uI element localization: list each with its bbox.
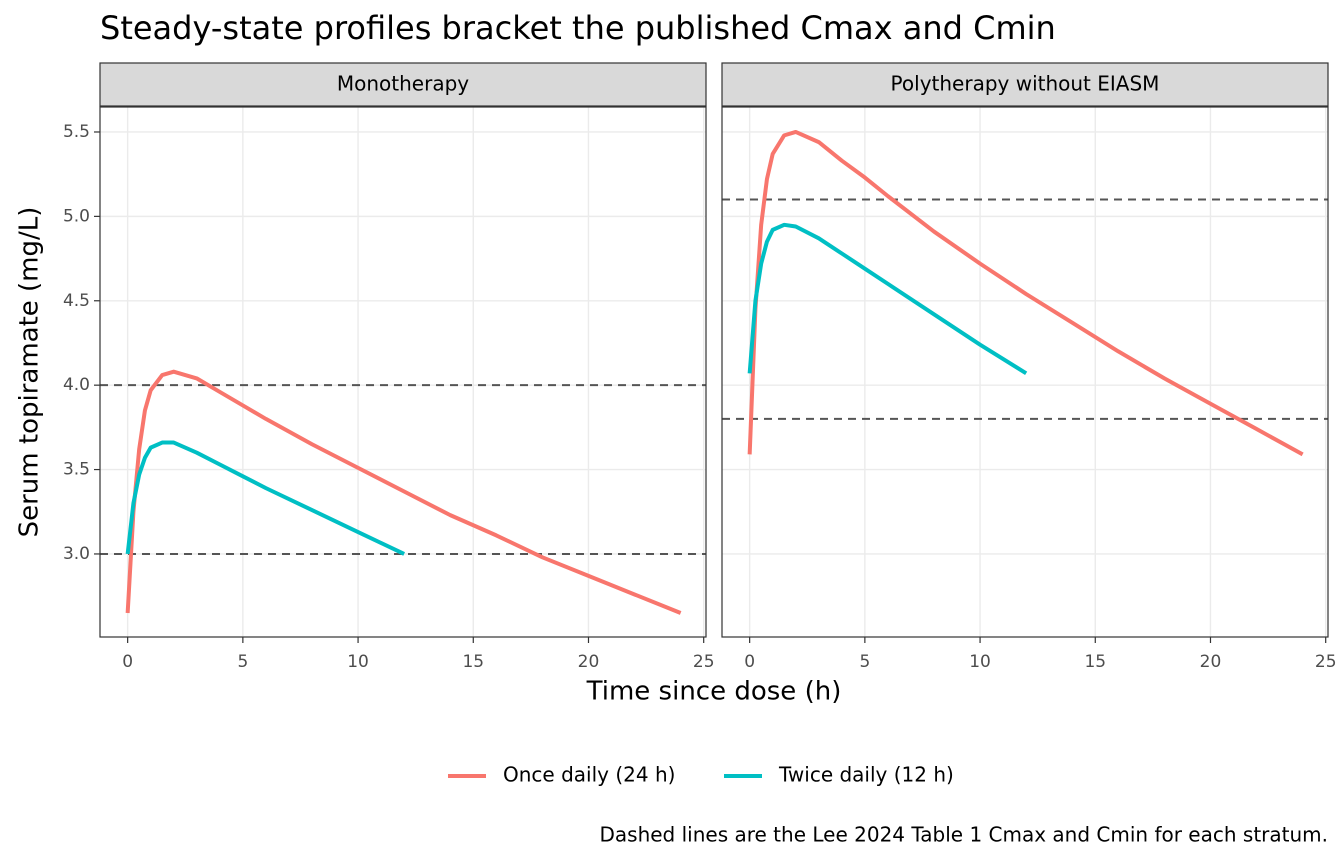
x-tick-label: 15 bbox=[1084, 652, 1106, 672]
x-tick-label: 20 bbox=[578, 652, 600, 672]
y-tick-label: 5.0 bbox=[63, 206, 90, 226]
y-tick-label: 3.0 bbox=[63, 544, 90, 564]
y-tick-label: 4.5 bbox=[63, 291, 90, 311]
x-tick-label: 25 bbox=[693, 652, 715, 672]
panel-border bbox=[99, 106, 707, 638]
series-line bbox=[125, 369, 682, 615]
x-tick-label: 15 bbox=[462, 652, 484, 672]
y-tick-label: 4.0 bbox=[63, 375, 90, 395]
x-tick-label: 10 bbox=[347, 652, 369, 672]
x-tick-label: 0 bbox=[122, 652, 133, 672]
y-tick-label: 3.5 bbox=[63, 460, 90, 480]
x-tick-label: 25 bbox=[1315, 652, 1337, 672]
strip bbox=[99, 62, 707, 107]
strip-label: Polytherapy without EIASM bbox=[891, 72, 1160, 96]
legend-label: Twice daily (12 h) bbox=[778, 763, 954, 787]
x-tick-label: 20 bbox=[1200, 652, 1222, 672]
x-axis-title: Time since dose (h) bbox=[586, 677, 842, 707]
x-tick-label: 10 bbox=[969, 652, 991, 672]
x-tick-label: 0 bbox=[744, 652, 755, 672]
x-tick-label: 5 bbox=[237, 652, 248, 672]
chart-title: Steady-state profiles bracket the publis… bbox=[100, 9, 1056, 47]
strip-label: Monotherapy bbox=[337, 72, 469, 96]
series-line bbox=[747, 222, 1028, 376]
series-line bbox=[125, 440, 406, 556]
panel bbox=[100, 107, 706, 637]
legend-label: Once daily (24 h) bbox=[503, 763, 675, 787]
series-line bbox=[747, 129, 1304, 457]
strip bbox=[721, 62, 1329, 107]
x-tick-label: 5 bbox=[859, 652, 870, 672]
y-tick-label: 5.5 bbox=[63, 122, 90, 142]
panel-border bbox=[721, 106, 1329, 638]
caption: Dashed lines are the Lee 2024 Table 1 Cm… bbox=[600, 823, 1329, 847]
y-axis-title: Serum topiramate (mg/L) bbox=[15, 207, 45, 538]
